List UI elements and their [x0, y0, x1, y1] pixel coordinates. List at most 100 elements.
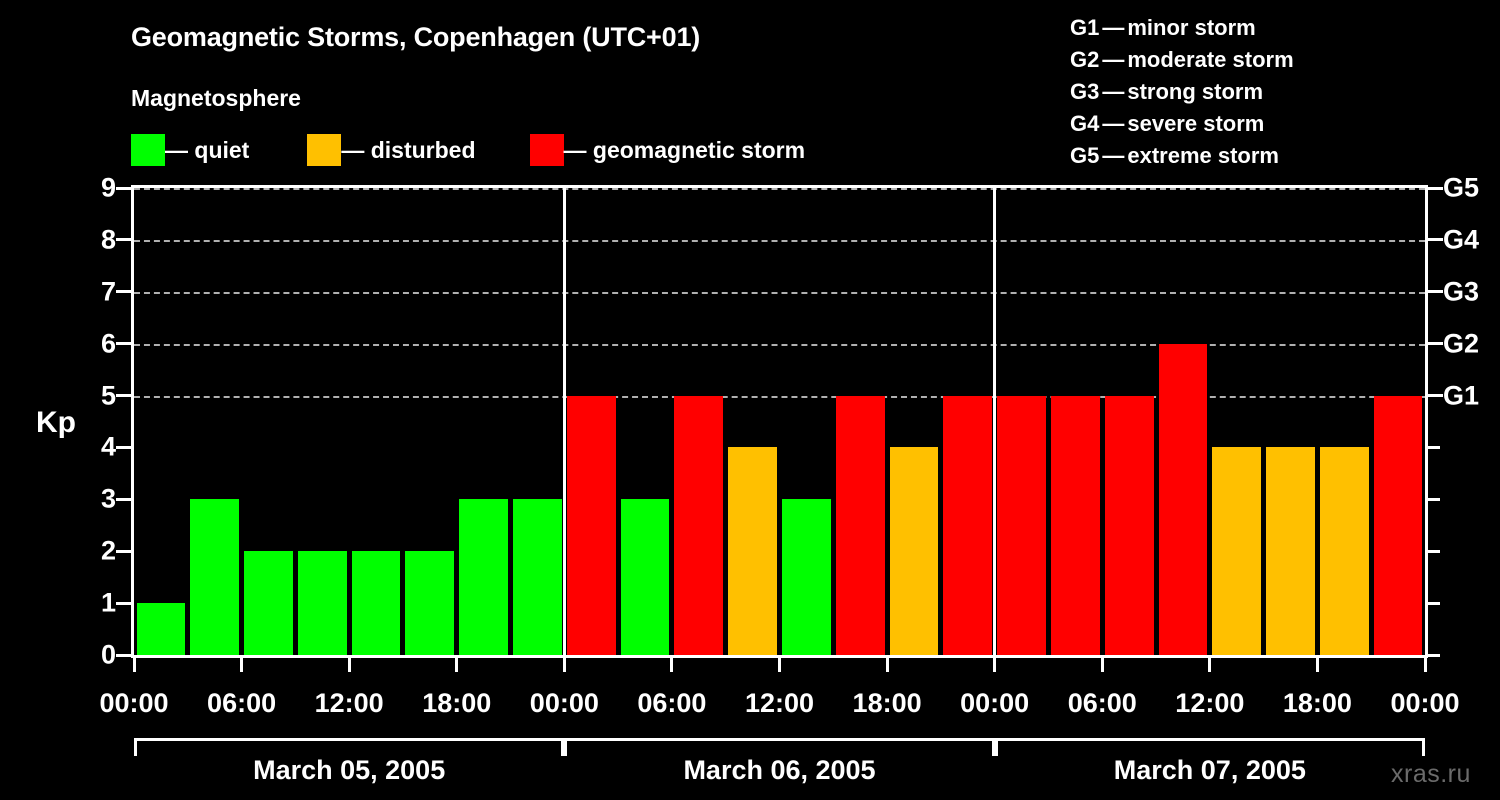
bar[interactable] — [136, 603, 186, 655]
g-legend-row: G4— severe storm — [17, 108, 1480, 140]
x-tick-label: 18:00 — [1282, 688, 1352, 718]
g-tick-mark-minor — [1428, 601, 1440, 605]
x-tick-label: 00:00 — [99, 688, 169, 718]
g-legend-sep: — — [1102, 111, 1125, 136]
g-tick-label: G5 — [1443, 172, 1480, 203]
g-legend-code: G1 — [1070, 15, 1100, 40]
g-tick-mark-minor — [1428, 497, 1440, 501]
g-tick-mark — [1428, 238, 1443, 242]
day-bracket — [134, 738, 565, 756]
y-tick-label: 6 — [100, 328, 116, 359]
bar[interactable] — [459, 499, 509, 655]
x-tick-label: 12:00 — [744, 688, 815, 718]
gridline — [134, 291, 1425, 294]
bar[interactable] — [513, 499, 562, 655]
bar[interactable] — [997, 395, 1046, 655]
bar[interactable] — [674, 395, 724, 655]
bar[interactable] — [297, 551, 347, 655]
x-tick-label: 12:00 — [314, 688, 384, 718]
day-bracket — [564, 738, 995, 756]
x-tick-mark — [778, 658, 781, 672]
legend-item-disturbed: — disturbed — [307, 134, 476, 166]
x-tick-mark — [562, 658, 566, 672]
g-tick-mark — [1428, 290, 1443, 294]
y-axis-title: Kp — [36, 406, 76, 439]
g-legend-text: moderate storm — [1127, 47, 1294, 72]
day-bracket — [994, 738, 1425, 756]
x-tick-label: 00:00 — [529, 688, 599, 718]
g-legend-row: G3— strong storm — [17, 76, 1480, 108]
y-tick-mark — [116, 394, 131, 398]
y-tick-label: 8 — [100, 224, 116, 255]
y-tick-label: 2 — [100, 535, 116, 566]
bar[interactable] — [889, 447, 939, 655]
y-tick-label: 9 — [100, 172, 116, 203]
x-tick-mark — [670, 658, 674, 672]
bar[interactable] — [244, 551, 293, 655]
gridline — [134, 395, 1425, 398]
bar[interactable] — [405, 551, 455, 655]
y-tick-mark — [116, 445, 131, 449]
bar[interactable] — [1266, 447, 1315, 655]
g-legend-code: G3 — [1070, 79, 1100, 104]
x-tick-mark — [1208, 658, 1212, 672]
x-tick-mark — [993, 658, 997, 672]
legend-label-disturbed: — disturbed — [341, 136, 476, 163]
bar[interactable] — [728, 447, 777, 655]
bar[interactable] — [620, 499, 670, 655]
y-tick-mark — [116, 238, 131, 242]
legend-label-storm: — geomagnetic storm — [563, 136, 806, 163]
x-tick-label: 18:00 — [422, 688, 492, 718]
gridline — [134, 239, 1425, 242]
gridline — [134, 188, 1425, 190]
y-tick-mark — [116, 186, 131, 190]
x-tick-label: 06:00 — [637, 688, 707, 718]
bar[interactable] — [782, 499, 831, 655]
legend-item-quiet: — quiet — [131, 134, 249, 166]
g-tick-label: G3 — [1443, 276, 1480, 307]
g-tick-mark-minor — [1428, 549, 1440, 553]
day-separator — [993, 188, 997, 655]
g-legend-row: G1— minor storm — [17, 12, 1480, 44]
bar[interactable] — [835, 395, 885, 655]
g-legend-sep: — — [1102, 79, 1125, 104]
x-tick-label: 00:00 — [1390, 688, 1460, 718]
g-tick-label: G4 — [1443, 224, 1480, 255]
bar[interactable] — [351, 551, 401, 655]
x-tick-label: 06:00 — [1067, 688, 1137, 718]
y-tick-mark — [116, 342, 131, 346]
bar[interactable] — [1104, 395, 1154, 655]
legend-swatch-disturbed-icon — [307, 134, 342, 166]
y-tick-label: 0 — [100, 639, 116, 670]
y-tick-mark — [116, 290, 131, 294]
legend-swatch-storm-icon — [529, 134, 564, 166]
bar[interactable] — [1319, 447, 1369, 655]
g-legend-text: minor storm — [1127, 15, 1256, 40]
g-legend-code: G4 — [1070, 111, 1100, 136]
bar[interactable] — [190, 499, 240, 655]
x-tick-label: 00:00 — [960, 688, 1030, 718]
y-tick-label: 7 — [100, 276, 116, 307]
bar[interactable] — [1050, 395, 1100, 655]
bar[interactable] — [1373, 395, 1423, 655]
y-tick-label: 3 — [100, 483, 116, 514]
bar[interactable] — [566, 395, 616, 655]
g-tick-mark — [1428, 342, 1443, 346]
bar[interactable] — [1158, 343, 1208, 655]
bar[interactable] — [943, 395, 993, 655]
plot-area — [131, 185, 1428, 658]
x-tick-mark — [455, 658, 459, 672]
x-tick-mark — [1100, 658, 1104, 672]
bar[interactable] — [1212, 447, 1262, 655]
x-tick-label: 06:00 — [207, 688, 277, 718]
g-legend-text: extreme storm — [1127, 143, 1279, 168]
x-tick-mark — [240, 658, 244, 672]
page-title: Geomagnetic Storms, Copenhagen (UTC+01) — [131, 22, 701, 52]
gridline — [134, 343, 1425, 346]
x-tick-mark — [885, 658, 889, 672]
x-tick-mark — [132, 658, 136, 672]
y-tick-label: 4 — [100, 431, 116, 462]
x-tick-mark — [1423, 658, 1427, 672]
y-tick-mark — [116, 549, 131, 553]
y-tick-label: 5 — [100, 380, 116, 411]
